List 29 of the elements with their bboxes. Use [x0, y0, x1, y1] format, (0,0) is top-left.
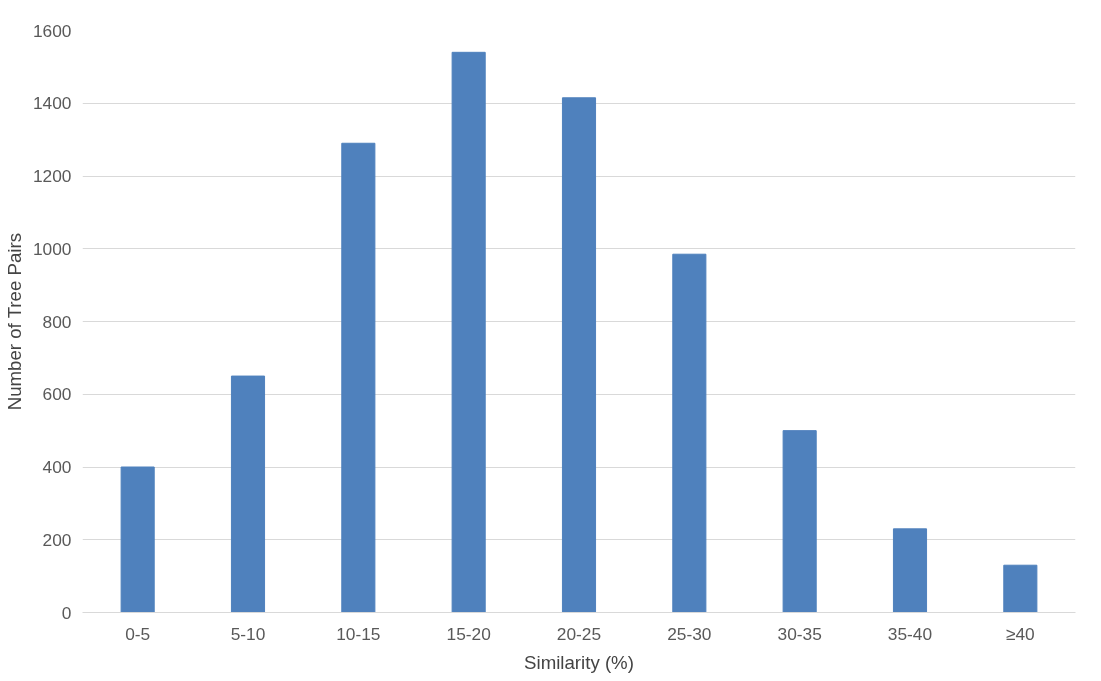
bar: [892, 528, 928, 613]
y-tick-label: 1200: [32, 166, 72, 186]
y-tick-label: 1000: [32, 238, 72, 259]
y-axis-title: Number of Tree Pairs: [3, 233, 25, 411]
bar: [672, 253, 707, 613]
x-tick-label: 5-10: [230, 623, 266, 644]
y-tick-label: 400: [42, 457, 72, 477]
bar: [782, 430, 817, 613]
x-tick-label: 35-40: [887, 623, 933, 644]
bar: [561, 97, 597, 613]
bar: [341, 142, 376, 613]
bar: [451, 51, 486, 613]
bar: [1003, 564, 1038, 613]
y-tick-label: 1600: [32, 20, 72, 41]
x-axis-title: Similarity (%): [524, 651, 634, 673]
x-tick-label: 15-20: [446, 623, 491, 644]
y-tick-label: 600: [42, 384, 72, 405]
x-tick-label: 10-15: [336, 623, 381, 644]
y-tick-label: 800: [42, 311, 72, 332]
y-tick-label: 1400: [32, 93, 72, 114]
y-tick-label: 200: [42, 529, 72, 550]
x-tick-label: 20-25: [556, 623, 602, 644]
bar: [230, 375, 266, 613]
x-tick-label: 0-5: [125, 623, 151, 644]
bar: [120, 466, 155, 613]
y-tick-label: 0: [61, 602, 72, 623]
x-tick-label: 30-35: [777, 623, 822, 644]
x-tick-label: 25-30: [667, 623, 712, 644]
x-tick-label: ≥40: [1005, 623, 1035, 644]
